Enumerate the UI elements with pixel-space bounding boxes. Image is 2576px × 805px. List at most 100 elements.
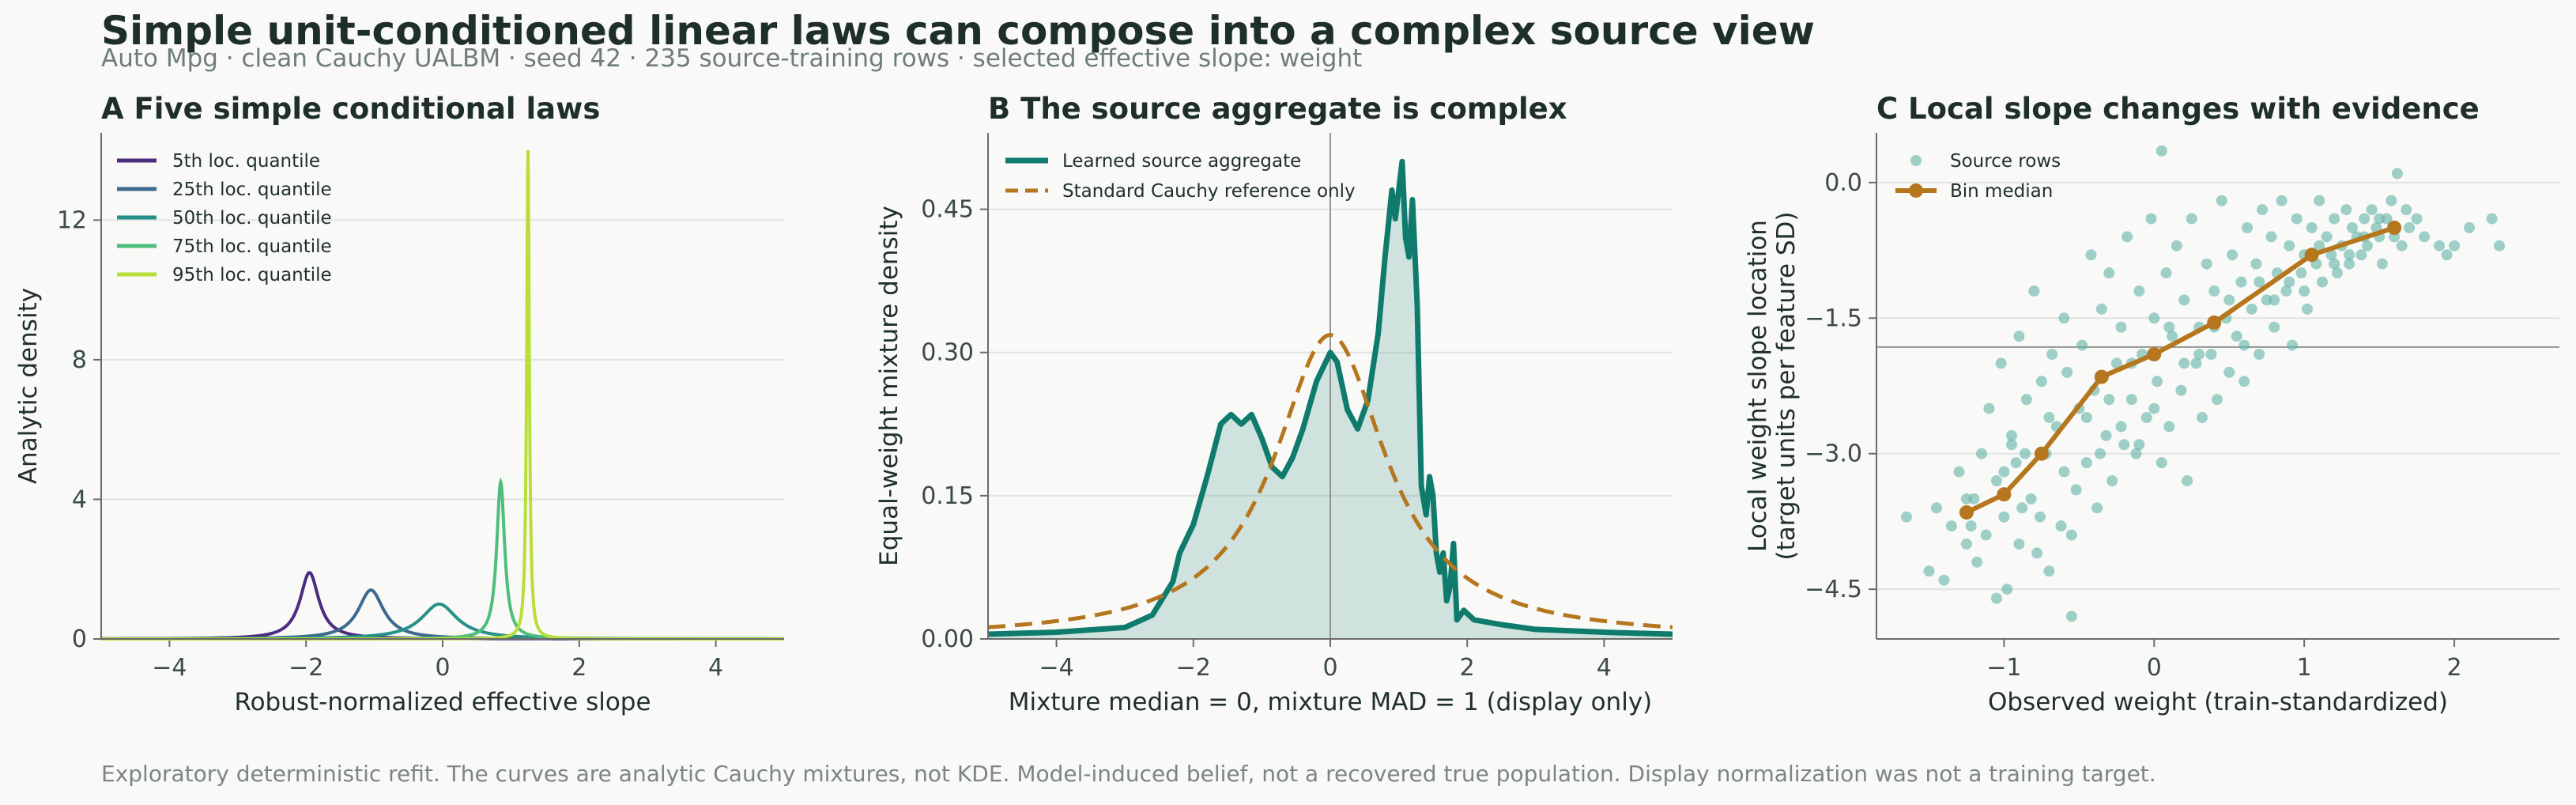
legend: 5th loc. quantile 25th loc. quantile 50th … — [117, 151, 332, 285]
scatter-point — [1975, 448, 1987, 459]
footnote: Exploratory deterministic refit. The cur… — [101, 761, 2156, 787]
scatter-point — [2291, 213, 2303, 225]
scatter-point — [2095, 303, 2107, 315]
scatter-point — [2269, 321, 2280, 333]
page-subtitle: Auto Mpg · clean Cauchy UALBM · seed 42 … — [101, 44, 1363, 73]
scatter-point — [2046, 349, 2058, 360]
scatter-point — [2486, 213, 2498, 225]
scatter-point — [2167, 331, 2178, 342]
scatter-point — [1998, 466, 2010, 478]
panel-c: C Local slope changes with evidence 0.0 −1… — [1744, 92, 2559, 716]
panel-title: B The source aggregate is complex — [988, 92, 1567, 126]
y-axis-label-line: Local weight slope location — [1744, 220, 1772, 552]
scatter-point — [1953, 466, 1965, 478]
scatter-point — [2103, 267, 2115, 279]
page-title: Simple unit-conditioned linear laws can … — [101, 8, 1815, 54]
bin-median-marker — [2207, 316, 2222, 330]
scatter-point — [1923, 565, 1935, 577]
legend-label: 50th loc. quantile — [172, 208, 332, 229]
x-tick-label: 0 — [2147, 654, 2162, 682]
y-tick-label: 8 — [72, 346, 87, 374]
scatter-point — [2306, 222, 2318, 233]
scatter-point — [2163, 421, 2175, 433]
scatter-point — [2254, 276, 2265, 288]
legend-swatch-marker — [1909, 183, 1923, 198]
legend: Learned source aggregate Standard Cauchy … — [1005, 151, 1356, 202]
scatter-point — [2178, 294, 2190, 306]
scatter-point — [2201, 258, 2212, 270]
panel-b: B The source aggregate is complex 0.00 0.1… — [875, 92, 1673, 716]
y-axis-label: Equal-weight mixture density — [875, 206, 903, 566]
scatter-point — [2148, 402, 2160, 414]
y-tick-label: 0.00 — [921, 625, 974, 653]
scatter-point — [2449, 240, 2461, 251]
x-tick-label: 2 — [571, 654, 586, 682]
scatter-point — [2001, 584, 2013, 595]
scatter-point — [2163, 321, 2175, 333]
scatter-point — [2115, 321, 2127, 333]
legend-label: Standard Cauchy reference only — [1062, 181, 1356, 202]
y-tick-label: 12 — [57, 206, 87, 234]
scatter-point — [2175, 384, 2187, 396]
bin-median-marker — [2387, 221, 2402, 235]
bin-median-marker — [2034, 446, 2049, 461]
scatter-point — [2280, 285, 2292, 297]
density-curve — [101, 477, 784, 641]
scatter-point — [2212, 394, 2223, 406]
scatter-point — [2133, 439, 2145, 451]
scatter-point — [2329, 213, 2340, 225]
legend-label: 5th loc. quantile — [172, 151, 320, 172]
scatter-point — [2276, 195, 2287, 206]
scatter-point — [2190, 357, 2202, 369]
scatter-point — [2031, 547, 2043, 559]
legend-label: Bin median — [1950, 181, 2053, 202]
scatter-point — [2043, 565, 2055, 577]
scatter-point — [2344, 249, 2355, 261]
scatter-point — [2080, 457, 2092, 469]
scatter-point — [2080, 412, 2092, 423]
y-tick-label: 0.15 — [921, 482, 974, 510]
scatter-point — [2359, 213, 2370, 225]
scatter-point — [2401, 204, 2412, 216]
scatter-point — [2321, 231, 2333, 243]
scatter-point — [2441, 249, 2453, 261]
density-curve — [101, 602, 785, 641]
y-axis-label: Analytic density — [14, 288, 43, 484]
legend-label: 75th loc. quantile — [172, 236, 332, 257]
scatter-point — [2070, 484, 2082, 496]
scatter-point — [2094, 448, 2106, 459]
y-tick-label: 0.30 — [921, 339, 974, 367]
scatter-point — [1945, 520, 1957, 532]
scatter-point — [2110, 357, 2122, 369]
scatter-point — [2182, 475, 2193, 486]
scatter-point — [2242, 222, 2254, 233]
scatter-point — [2197, 412, 2208, 423]
x-tick-label: 0 — [1322, 654, 1337, 682]
scatter-point — [2118, 439, 2130, 451]
scatter-point — [2299, 285, 2310, 297]
scatter-point — [2208, 285, 2220, 297]
bin-median-marker — [2304, 248, 2319, 263]
legend-swatch — [1910, 155, 1922, 166]
scatter-point — [2231, 331, 2242, 342]
scatter-point — [2419, 231, 2431, 243]
scatter-point — [2145, 213, 2157, 225]
scatter-point — [2494, 240, 2506, 251]
scatter-point — [2148, 312, 2160, 324]
scatter-point — [2061, 366, 2073, 378]
x-axis-label: Robust-normalized effective slope — [234, 688, 651, 716]
x-tick-label: 4 — [708, 654, 723, 682]
y-axis-label-line: (target units per feature SD) — [1772, 211, 1801, 560]
scatter-point — [1900, 511, 1912, 523]
scatter-point — [2171, 240, 2182, 251]
scatter-point — [1930, 502, 1942, 514]
scatter-point — [2020, 394, 2032, 406]
scatter-point — [1983, 402, 1995, 414]
scatter-point — [2331, 267, 2343, 279]
scatter-point — [2314, 240, 2325, 251]
scatter-point — [2254, 349, 2265, 360]
scatter-point — [2065, 610, 2077, 622]
panel-title: C Local slope changes with evidence — [1876, 92, 2480, 126]
scatter-point — [1938, 574, 1950, 586]
